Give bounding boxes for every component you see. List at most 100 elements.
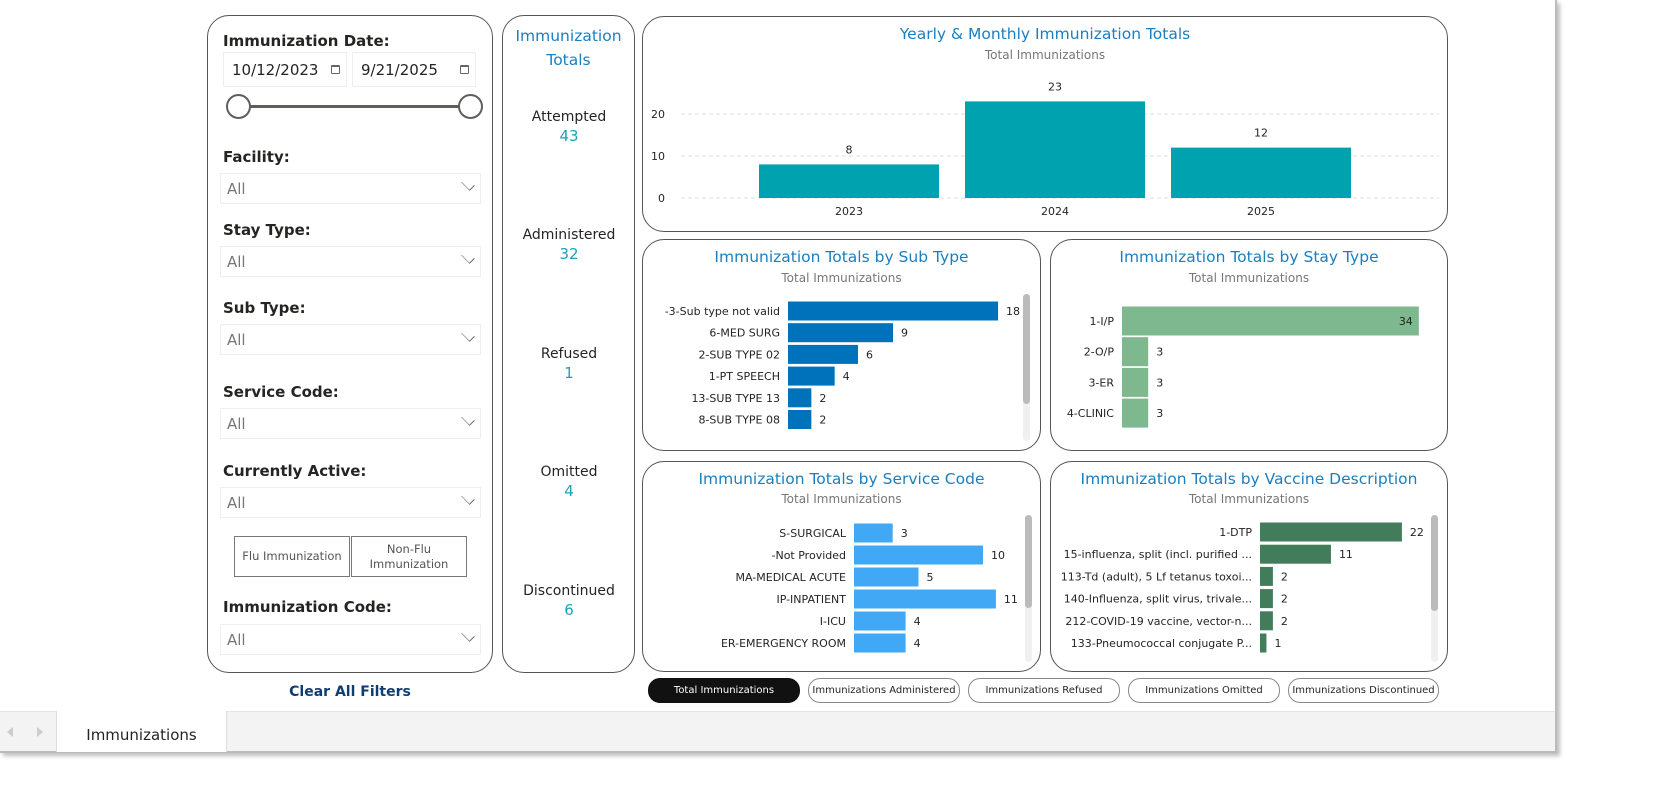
subtype-chart-panel: Immunization Totals by Sub Type Total Im… [642, 239, 1041, 451]
stay-type-value: All [227, 253, 246, 271]
category-label: -Not Provided [772, 549, 847, 562]
bar-2023 [759, 164, 939, 198]
total-administered: Administered 32 [503, 227, 635, 263]
data-label: 2 [819, 414, 826, 427]
x-tick-label: 2025 [1247, 205, 1275, 218]
bar [1260, 566, 1273, 586]
date-slider-end-handle[interactable] [458, 94, 483, 119]
total-value: 1 [564, 364, 574, 382]
immunizations-discontinued-button[interactable]: Immunizations Discontinued [1288, 678, 1439, 703]
data-label: 11 [1004, 593, 1018, 606]
total-immunizations-button[interactable]: Total Immunizations [648, 678, 800, 703]
bar [788, 410, 812, 429]
immunization-code-dropdown[interactable]: All [220, 624, 481, 655]
data-label: 8 [846, 143, 853, 156]
chevron-down-icon [461, 177, 475, 191]
scroll-right-icon[interactable] [37, 727, 43, 737]
total-attempted: Attempted 43 [503, 109, 635, 145]
immunizations-administered-button[interactable]: Immunizations Administered [808, 678, 960, 703]
bar [1260, 633, 1267, 653]
bar [788, 301, 999, 321]
bar [1122, 367, 1149, 397]
bar [854, 611, 906, 631]
category-label: 1-I/P [1089, 315, 1114, 328]
scrollbar[interactable] [1023, 294, 1030, 441]
chart-title: Immunization Totals by Service Code [698, 470, 985, 488]
facility-value: All [227, 180, 246, 198]
currently-active-value: All [227, 494, 246, 512]
date-start-value: 10/12/2023 [232, 61, 319, 79]
bar [1122, 306, 1419, 336]
immunizations-omitted-button[interactable]: Immunizations Omitted [1128, 678, 1280, 703]
sub-type-dropdown[interactable]: All [220, 324, 481, 355]
chevron-down-icon [461, 628, 475, 642]
bar-2024 [965, 101, 1145, 198]
scrollbar[interactable] [1025, 515, 1032, 662]
bar [788, 323, 894, 343]
y-tick-label: 20 [651, 108, 665, 121]
non-flu-immunization-button[interactable]: Non-Flu Immunization [351, 536, 467, 577]
immunizations-refused-button[interactable]: Immunizations Refused [968, 678, 1120, 703]
data-label: 10 [991, 549, 1005, 562]
chevron-down-icon [461, 328, 475, 342]
data-label: 6 [866, 348, 873, 361]
service-bar-chart: S-SURGICAL 3 -Not Provided 10 MA-MEDICAL ACU… [721, 523, 1018, 653]
bar [1122, 337, 1149, 367]
facility-dropdown[interactable]: All [220, 173, 481, 204]
total-label: Attempted [531, 109, 607, 125]
scrollbar-thumb[interactable] [1025, 515, 1032, 608]
service-code-dropdown[interactable]: All [220, 408, 481, 439]
y-tick-label: 10 [651, 150, 665, 163]
bar [1260, 589, 1273, 609]
stay-type-label: Stay Type: [223, 221, 311, 239]
date-slider-track[interactable] [238, 105, 471, 108]
filter-panel: Immunization Date: 10/12/2023 9/21/2025 … [207, 15, 493, 673]
category-label: 113-Td (adult), 5 Lf tetanus toxoi... [1061, 570, 1252, 583]
clear-all-filters-link[interactable]: Clear All Filters [289, 684, 411, 700]
chart-title: Immunization Totals by Sub Type [714, 248, 969, 266]
calendar-icon[interactable] [331, 65, 340, 74]
scrollbar[interactable] [1431, 515, 1438, 662]
currently-active-dropdown[interactable]: All [220, 487, 481, 518]
date-end-input[interactable]: 9/21/2025 [352, 52, 476, 87]
total-refused: Refused 1 [503, 346, 635, 382]
date-slider-start-handle[interactable] [226, 94, 251, 119]
immunization-code-label: Immunization Code: [223, 598, 392, 616]
service-code-label: Service Code: [223, 383, 339, 401]
data-label: 22 [1410, 526, 1424, 539]
scrollbar-thumb[interactable] [1431, 515, 1438, 611]
data-label: 23 [1048, 80, 1062, 93]
total-value: 43 [559, 127, 579, 145]
total-label: Discontinued [523, 583, 615, 599]
calendar-icon[interactable] [460, 65, 469, 74]
scroll-left-icon[interactable] [7, 727, 13, 737]
category-label: 4-CLINIC [1067, 407, 1114, 420]
data-label: 5 [927, 571, 934, 584]
yearly-chart-panel: Yearly & Monthly Immunization Totals Tot… [642, 16, 1448, 232]
window-frame [0, 0, 1557, 753]
totals-panel: Immunization Totals Attempted 43 Administ… [502, 15, 635, 673]
category-label: 212-COVID-19 vaccine, vector-n... [1065, 615, 1252, 628]
sub-type-value: All [227, 331, 246, 349]
data-label: 9 [901, 327, 908, 340]
total-value: 6 [564, 601, 574, 619]
data-label: 4 [914, 637, 921, 650]
chart-title: Immunization Totals by Vaccine Descripti… [1080, 470, 1418, 488]
sheet-tab-immunizations[interactable]: Immunizations [56, 711, 227, 752]
scrollbar-thumb[interactable] [1023, 294, 1030, 404]
category-label: 2-SUB TYPE 02 [698, 348, 780, 361]
bar [788, 344, 859, 364]
immunization-code-value: All [227, 631, 246, 649]
total-value: 4 [564, 482, 574, 500]
chevron-down-icon [461, 250, 475, 264]
stay-type-dropdown[interactable]: All [220, 246, 481, 277]
category-label: -3-Sub type not valid [665, 305, 780, 318]
date-start-input[interactable]: 10/12/2023 [223, 52, 347, 87]
bar [1260, 522, 1402, 542]
data-label: 1 [1274, 637, 1281, 650]
category-label: S-SURGICAL [779, 527, 847, 540]
flu-immunization-button[interactable]: Flu Immunization [234, 536, 350, 577]
category-label: 2-O/P [1084, 346, 1115, 359]
category-label: 1-DTP [1219, 526, 1252, 539]
